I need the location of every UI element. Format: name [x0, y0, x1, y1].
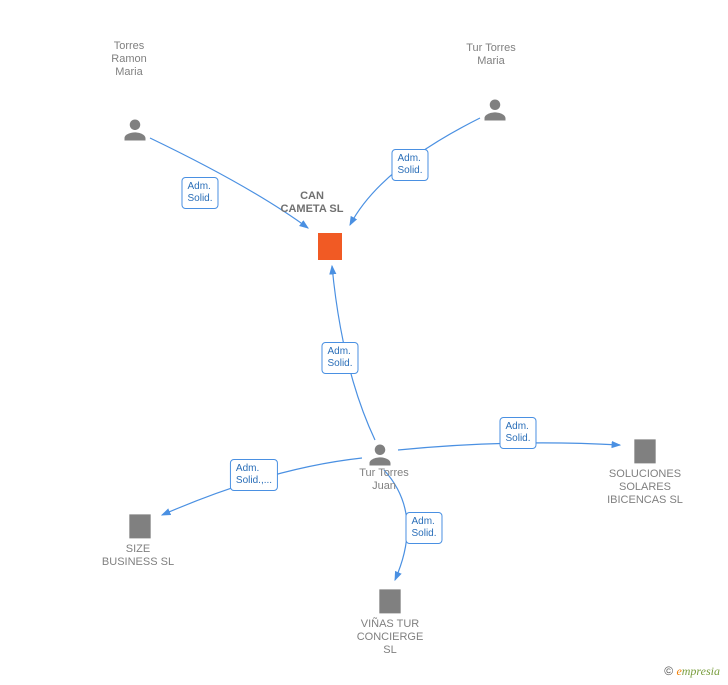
company-icon	[629, 434, 661, 466]
company-icon	[312, 227, 348, 263]
edge-label: Adm. Solid.	[391, 149, 428, 181]
edge-label: Adm. Solid.	[321, 342, 358, 374]
graph-canvas	[0, 0, 728, 685]
company-icon	[124, 509, 156, 541]
company-icon	[374, 584, 406, 616]
person-icon	[121, 116, 149, 144]
edge-label: Adm. Solid.	[405, 512, 442, 544]
node-label: Tur Torres Maria	[466, 42, 516, 68]
node-label: SOLUCIONES SOLARES IBICENCAS SL	[607, 468, 683, 508]
copyright-footer: © empresia	[664, 664, 720, 679]
node-label: VIÑAS TUR CONCIERGE SL	[357, 618, 424, 658]
person-icon	[481, 96, 509, 124]
node-label: CAN CAMETA SL	[281, 190, 344, 216]
node-label: Tur Torres Juan	[359, 467, 409, 493]
node-label: SIZE BUSINESS SL	[102, 543, 174, 569]
copyright-symbol: ©	[664, 664, 673, 678]
node-label: Torres Ramon Maria	[111, 40, 146, 80]
edge-label: Adm. Solid.,...	[230, 459, 278, 491]
brand-rest: mpresia	[682, 664, 720, 678]
edge-label: Adm. Solid.	[499, 417, 536, 449]
person-icon	[366, 441, 394, 469]
edge-label: Adm. Solid.	[181, 177, 218, 209]
